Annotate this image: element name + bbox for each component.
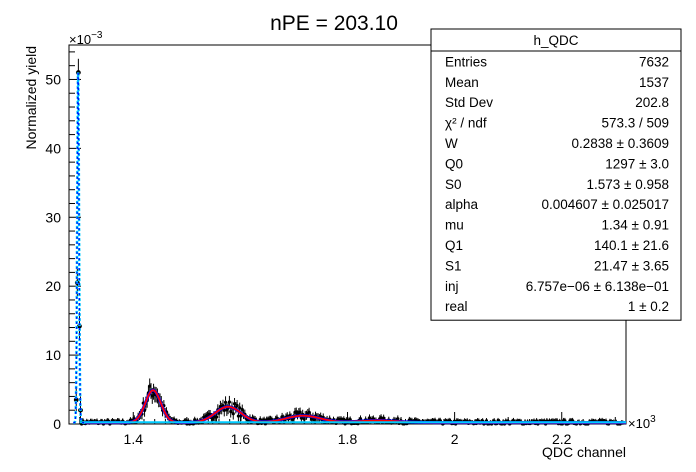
y-tick-label: 40 [45,140,61,156]
data-point [231,412,235,416]
stats-row-value: 1537 [639,75,669,90]
x-tick-label: 1.8 [338,431,358,447]
y-axis-multiplier: ×10−3 [69,30,103,47]
stats-row-value: 0.2838 ± 0.3609 [572,136,670,151]
x-tick-label: 2 [451,431,459,447]
stats-row-label: Entries [445,54,487,69]
stats-row-label: S0 [445,177,462,192]
fit-total-curve [85,389,626,424]
stats-row-value: 202.8 [635,95,669,110]
x-axis-label: QDC channel [542,444,626,460]
y-multiplier-exp: −3 [91,30,103,41]
data-point [222,408,226,413]
stats-row-label: mu [445,218,464,233]
stats-row-label: inj [445,279,459,294]
data-point [223,400,228,404]
stats-row-label: real [445,299,468,314]
stats-row-label: χ² / ndf [445,116,487,131]
y-tick-label: 30 [45,209,61,225]
data-point [342,417,346,421]
stats-row-label: Mean [445,75,479,90]
stats-row-value: 1.34 ± 0.91 [602,218,669,233]
stats-box-frame [430,28,682,321]
data-point [298,410,302,414]
stats-row-value: 573.3 / 509 [601,116,669,131]
y-multiplier-base: ×10 [69,32,91,47]
x-multiplier-exp: 3 [650,414,656,425]
y-tick-label: 0 [53,416,61,432]
data-marks [73,58,626,426]
x-axis-multiplier: ×103 [628,414,656,431]
pedestal-component-curve [73,73,86,424]
stats-row-label: W [445,136,458,151]
stats-row-label: Q0 [445,156,463,171]
y-axis-label: Normalized yield [23,46,39,149]
data-point [236,414,241,418]
stats-row-value: 0.004607 ± 0.025017 [541,197,669,212]
data-point [396,417,400,421]
x-tick-label: 1.4 [124,431,144,447]
chart-title: nPE = 203.10 [270,12,398,35]
stats-row-value: 1 ± 0.2 [628,299,669,314]
stats-row-label: alpha [445,197,479,212]
stats-row-value: 1.573 ± 0.958 [587,177,669,192]
stats-row-value: 7632 [639,54,669,69]
data-point [227,400,232,404]
stats-row-value: 1297 ± 3.0 [605,156,669,171]
stats-row-value: 6.757e−06 ± 6.138e−01 [526,279,669,294]
stats-row-value: 140.1 ± 21.6 [594,238,669,253]
stats-row-value: 21.47 ± 3.65 [594,258,669,273]
y-tick-label: 50 [45,71,61,87]
stats-row-label: Std Dev [445,95,493,110]
stats-box: h_QDC Entries 7632 Mean 1537 Std Dev 202.8 χ² /… [430,28,682,321]
data-point [238,406,242,410]
stats-box-title: h_QDC [533,33,578,48]
x-tick-label: 1.6 [231,431,251,447]
y-tick-label: 20 [45,278,61,294]
y-tick-label: 10 [45,347,61,363]
data-point [214,415,219,419]
x-tick-label: 2.2 [552,431,572,447]
stats-row-label: S1 [445,258,462,273]
data-point [235,403,239,408]
fit-components-curve [85,388,626,425]
data-point [379,416,383,420]
x-multiplier-base: ×10 [628,416,650,431]
stats-row-label: Q1 [445,238,463,253]
